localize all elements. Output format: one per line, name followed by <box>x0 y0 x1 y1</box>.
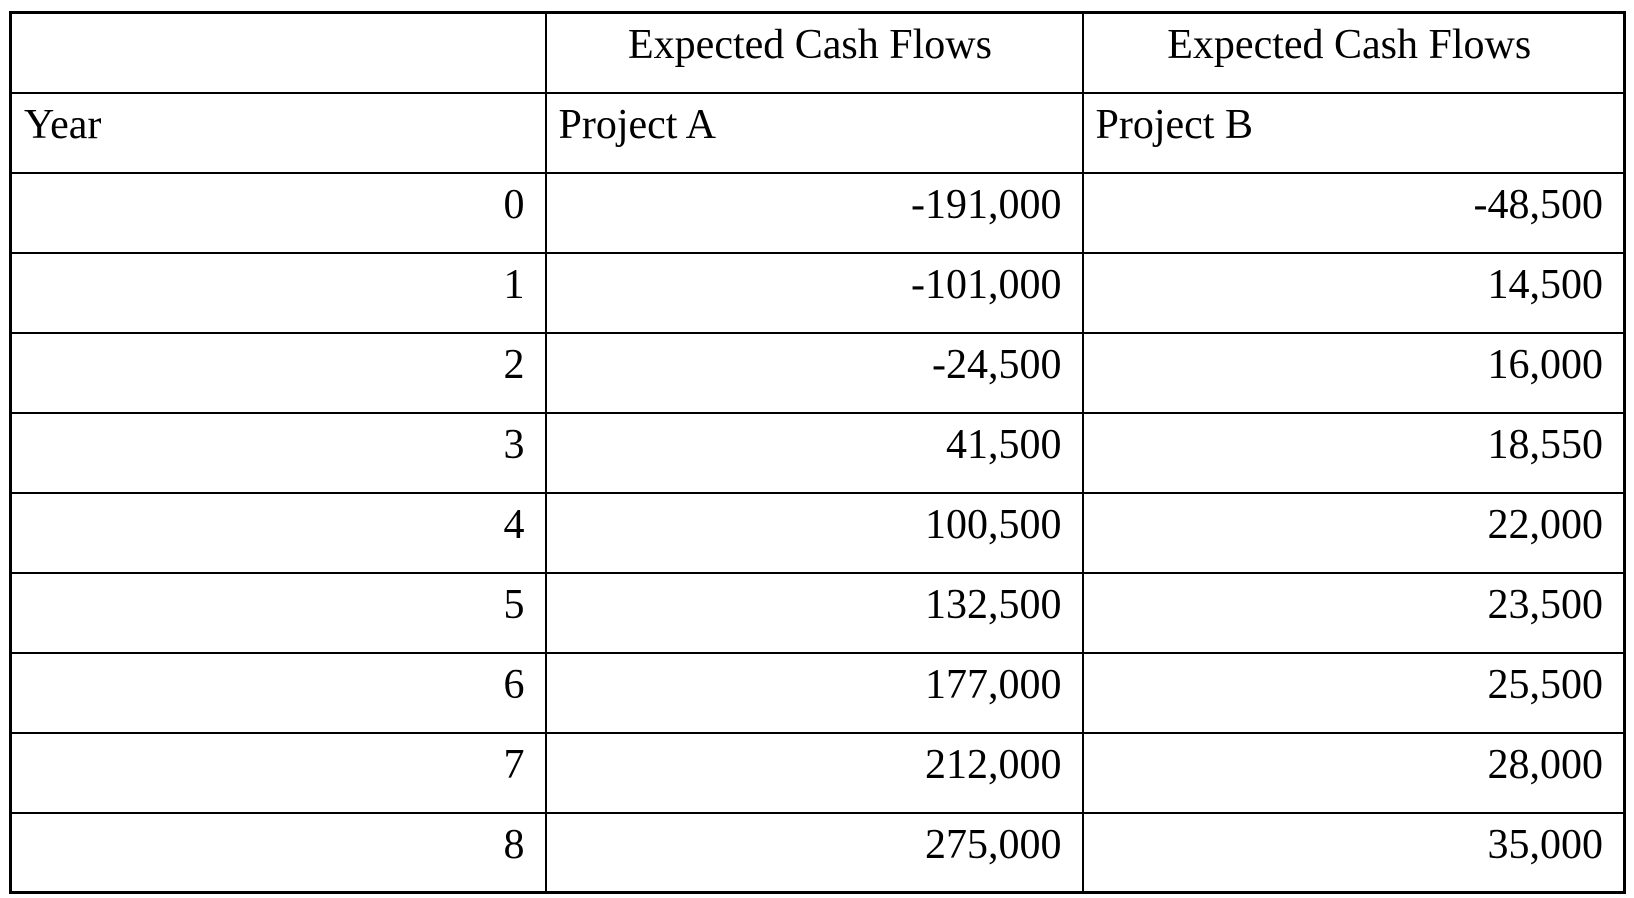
table-header-row: Expected Cash Flows Expected Cash Flows <box>9 11 1626 94</box>
project-b-cell: 16,000 <box>1081 331 1626 414</box>
cash-flows-table: Expected Cash Flows Expected Cash Flows … <box>9 11 1626 894</box>
project-a-cell: 100,500 <box>544 491 1084 574</box>
table-row: 2 -24,500 16,000 <box>9 331 1626 414</box>
table-row: 8 275,000 35,000 <box>9 811 1626 894</box>
project-b-cell: 18,550 <box>1081 411 1626 494</box>
header-project-a: Project A <box>544 91 1084 174</box>
header-empty-cell <box>9 11 547 94</box>
header-project-b: Project B <box>1081 91 1626 174</box>
year-cell: 1 <box>9 251 547 334</box>
table-row: 6 177,000 25,500 <box>9 651 1626 734</box>
project-a-cell: 212,000 <box>544 731 1084 814</box>
project-a-cell: -24,500 <box>544 331 1084 414</box>
project-b-cell: -48,500 <box>1081 171 1626 254</box>
table-row: 7 212,000 28,000 <box>9 731 1626 814</box>
project-b-cell: 22,000 <box>1081 491 1626 574</box>
project-a-cell: 132,500 <box>544 571 1084 654</box>
table-row: 5 132,500 23,500 <box>9 571 1626 654</box>
year-cell: 4 <box>9 491 547 574</box>
year-cell: 5 <box>9 571 547 654</box>
year-cell: 0 <box>9 171 547 254</box>
project-a-cell: -191,000 <box>544 171 1084 254</box>
table-body: 0 -191,000 -48,500 1 -101,000 14,500 2 -24,500 1… <box>9 171 1626 894</box>
header-expected-cash-flows-b: Expected Cash Flows <box>1081 11 1626 94</box>
project-a-cell: 41,500 <box>544 411 1084 494</box>
project-b-cell: 25,500 <box>1081 651 1626 734</box>
project-a-cell: 177,000 <box>544 651 1084 734</box>
year-cell: 3 <box>9 411 547 494</box>
table-row: 0 -191,000 -48,500 <box>9 171 1626 254</box>
table-subheader-row: Year Project A Project B <box>9 91 1626 174</box>
year-cell: 8 <box>9 811 547 894</box>
project-b-cell: 14,500 <box>1081 251 1626 334</box>
table-row: 4 100,500 22,000 <box>9 491 1626 574</box>
project-a-cell: 275,000 <box>544 811 1084 894</box>
year-cell: 7 <box>9 731 547 814</box>
header-expected-cash-flows-a: Expected Cash Flows <box>544 11 1084 94</box>
table-row: 3 41,500 18,550 <box>9 411 1626 494</box>
table-row: 1 -101,000 14,500 <box>9 251 1626 334</box>
year-cell: 2 <box>9 331 547 414</box>
project-b-cell: 35,000 <box>1081 811 1626 894</box>
year-cell: 6 <box>9 651 547 734</box>
project-b-cell: 28,000 <box>1081 731 1626 814</box>
project-a-cell: -101,000 <box>544 251 1084 334</box>
header-year: Year <box>9 91 547 174</box>
project-b-cell: 23,500 <box>1081 571 1626 654</box>
